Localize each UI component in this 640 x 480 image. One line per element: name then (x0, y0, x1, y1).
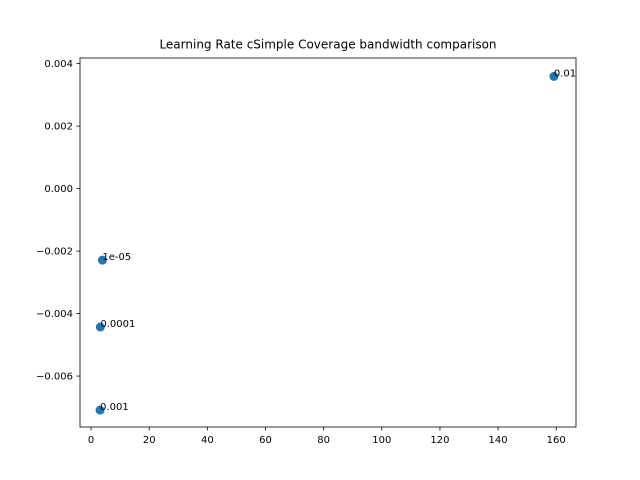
x-tick-label: 80 (317, 435, 330, 446)
plot-area: 0 20 40 60 80 100 120 140 160 0.004 0.002 0.000 −0.0… (36, 57, 577, 446)
x-tick-label: 100 (372, 435, 391, 446)
y-tick-label: 0.004 (44, 59, 73, 70)
x-tick-label: 140 (489, 435, 508, 446)
data-point (95, 322, 105, 332)
x-tick-label: 0 (88, 435, 94, 446)
y-tick-label: 0.000 (44, 184, 73, 195)
data-point (95, 405, 105, 415)
chart-title: Learning Rate cSimple Coverage bandwidth… (159, 38, 496, 52)
axes-frame (79, 57, 577, 428)
data-point-label: 0.01 (554, 68, 576, 79)
y-tick-label: −0.006 (36, 372, 73, 383)
data-point-label: 1e-05 (102, 252, 131, 263)
y-tick-label: −0.002 (36, 247, 73, 258)
y-tick-label: −0.004 (36, 309, 73, 320)
data-point (549, 71, 559, 81)
x-tick-label: 120 (430, 435, 449, 446)
x-tick-label: 60 (259, 435, 272, 446)
x-tick-label: 40 (201, 435, 214, 446)
data-point-label: 0.0001 (100, 319, 135, 330)
x-tick-label: 160 (547, 435, 566, 446)
data-point-label: 0.001 (100, 402, 129, 413)
y-tick-label: 0.002 (44, 122, 73, 133)
x-tick-label: 20 (143, 435, 156, 446)
data-point (97, 255, 107, 265)
